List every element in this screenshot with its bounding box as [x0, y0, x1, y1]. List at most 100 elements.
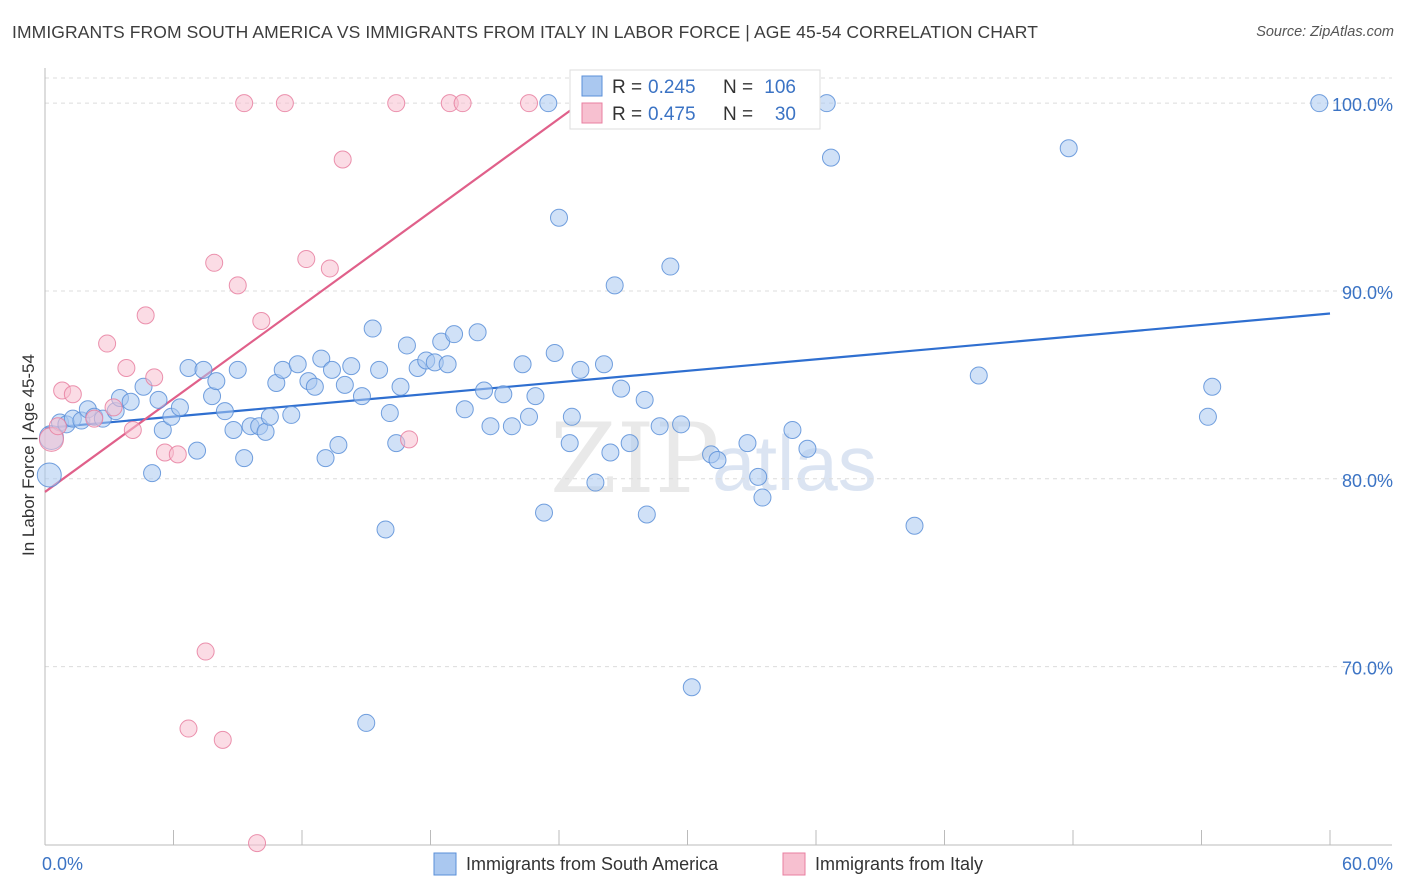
point-italy: [400, 430, 419, 449]
point-south-america: [969, 366, 988, 385]
source-credit: Source: ZipAtlas.com: [1256, 24, 1394, 40]
point-south-america: [215, 402, 234, 421]
axes: [44, 68, 1392, 846]
point-south-america: [288, 355, 307, 374]
point-south-america: [329, 435, 348, 454]
point-italy: [98, 334, 117, 353]
gridlines: [45, 77, 1392, 668]
point-south-america: [380, 404, 399, 423]
y-tick-labels: 70.0% 80.0% 90.0% 100.0%: [1332, 95, 1393, 678]
series-legend-label-italy: Immigrants from Italy: [815, 854, 983, 874]
point-italy: [333, 150, 352, 169]
point-south-america: [363, 319, 382, 338]
point-south-america: [342, 357, 361, 376]
point-south-america: [438, 355, 457, 374]
legend-n-value-italy: 30: [775, 104, 796, 125]
point-south-america: [749, 467, 768, 486]
point-italy: [104, 398, 123, 417]
point-italy: [228, 276, 247, 295]
legend-swatch-south-america: [581, 75, 603, 97]
point-south-america: [1059, 139, 1078, 158]
point-italy: [136, 306, 155, 325]
point-south-america: [502, 417, 521, 436]
point-south-america: [682, 678, 701, 697]
point-italy: [63, 385, 82, 404]
point-south-america: [179, 358, 198, 377]
watermark: ZIP atlas: [550, 403, 877, 515]
point-south-america: [817, 94, 836, 113]
point-south-america: [494, 385, 513, 404]
series-legend: Immigrants from South America Immigrants…: [433, 852, 983, 876]
point-south-america: [586, 473, 605, 492]
point-south-america: [357, 713, 376, 732]
series-legend-swatch-south-america: [433, 852, 457, 876]
point-italy: [297, 250, 316, 269]
point-south-america: [594, 355, 613, 374]
point-south-america: [798, 439, 817, 458]
point-south-america: [560, 434, 579, 453]
legend-swatch-italy: [581, 102, 603, 124]
point-south-america: [535, 503, 554, 522]
point-italy: [520, 94, 539, 113]
legend-r-label: R =: [612, 77, 642, 98]
point-south-america: [149, 390, 168, 409]
legend-r-label: R =: [612, 104, 642, 125]
stats-legend: R = 0.245 N = 106 R = 0.475 N = 30: [569, 69, 821, 130]
point-south-america: [635, 390, 654, 409]
point-south-america: [468, 323, 487, 342]
point-south-america: [370, 360, 389, 379]
point-south-america: [601, 443, 620, 462]
point-south-america: [821, 148, 840, 167]
point-italy: [387, 94, 406, 113]
series-legend-label-south-america: Immigrants from South America: [466, 854, 719, 874]
y-tick-label: 100.0%: [1332, 95, 1393, 115]
x-tick-label: 0.0%: [42, 854, 83, 874]
point-south-america: [322, 360, 341, 379]
point-south-america: [445, 325, 464, 344]
point-italy: [275, 94, 294, 113]
chart-title: IMMIGRANTS FROM SOUTH AMERICA VS IMMIGRA…: [12, 22, 1039, 42]
point-italy: [85, 409, 104, 428]
point-south-america: [273, 360, 292, 379]
point-south-america: [738, 434, 757, 453]
legend-r-value-south-america: 0.245: [648, 77, 696, 98]
point-south-america: [121, 392, 140, 411]
point-south-america: [260, 407, 279, 426]
point-south-america: [650, 417, 669, 436]
x-tick-label: 60.0%: [1342, 854, 1393, 874]
point-south-america: [256, 422, 275, 441]
point-south-america: [545, 343, 564, 362]
point-south-america: [203, 387, 222, 406]
point-south-america: [170, 398, 189, 417]
point-south-america: [708, 451, 727, 469]
point-south-america: [783, 420, 802, 439]
point-italy: [453, 94, 472, 113]
point-south-america: [1203, 377, 1222, 396]
point-south-america: [282, 405, 301, 424]
point-italy: [179, 719, 198, 738]
point-south-america: [605, 276, 624, 295]
point-south-america: [526, 387, 545, 406]
y-axis-label: In Labor Force | Age 45-54: [19, 354, 38, 556]
point-south-america: [235, 449, 254, 468]
legend-r-value-italy: 0.475: [648, 104, 696, 125]
point-south-america: [143, 464, 162, 483]
point-italy: [145, 368, 164, 387]
point-south-america: [612, 379, 631, 398]
point-south-america: [661, 257, 680, 276]
point-south-america: [513, 355, 532, 374]
point-italy: [320, 259, 339, 278]
point-south-america: [376, 520, 395, 539]
point-south-america: [539, 94, 558, 113]
point-italy: [117, 358, 136, 377]
point-south-america: [550, 208, 568, 227]
point-south-america: [637, 505, 656, 524]
point-south-america: [481, 417, 500, 436]
y-tick-label: 70.0%: [1342, 659, 1393, 679]
point-south-america: [1198, 407, 1217, 426]
point-italy: [235, 94, 254, 113]
point-south-america: [571, 360, 590, 379]
point-south-america: [391, 377, 410, 396]
point-south-america: [316, 449, 335, 468]
